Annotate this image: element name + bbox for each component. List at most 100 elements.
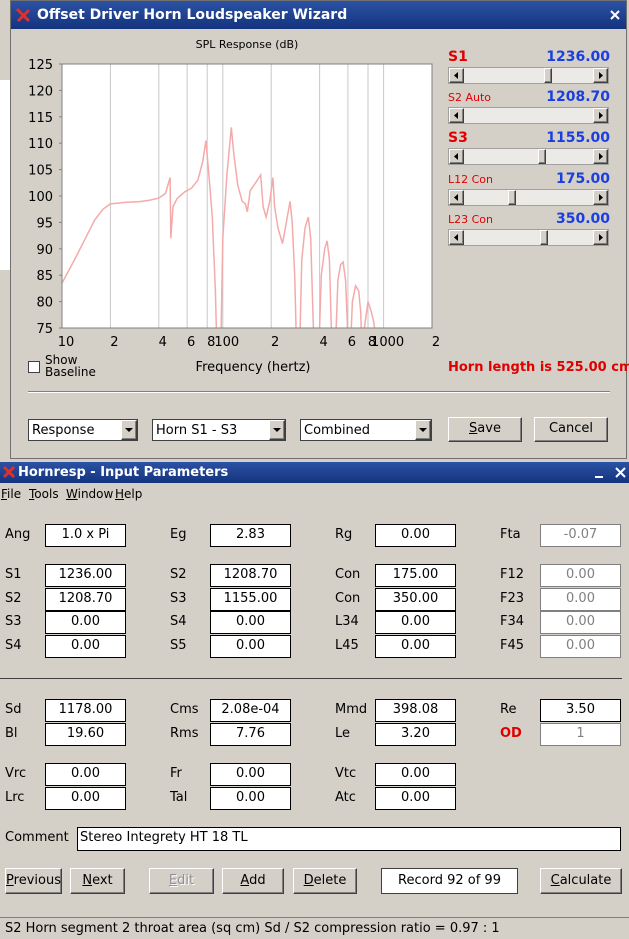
baseline-checkbox[interactable]: [28, 361, 40, 373]
input-field[interactable]: 2.08e-04: [210, 699, 291, 722]
y-tick-label: 80: [36, 296, 53, 311]
slider-thumb[interactable]: [538, 149, 546, 164]
slider-track[interactable]: [448, 107, 609, 124]
slider-label: L12 Con: [448, 173, 494, 186]
scroll-left[interactable]: [449, 230, 464, 245]
scroll-right[interactable]: [593, 68, 608, 83]
scroll-right[interactable]: [593, 149, 608, 164]
field-label: S4: [5, 638, 22, 653]
dropdown-arrow[interactable]: [121, 420, 137, 440]
input-field[interactable]: 0.00: [375, 635, 456, 658]
input-field[interactable]: 2.83: [210, 524, 291, 547]
field-label: Mmd: [335, 702, 368, 717]
scroll-right[interactable]: [593, 108, 608, 123]
close-button[interactable]: [615, 467, 626, 478]
minimize-button[interactable]: [594, 468, 604, 478]
slider-thumb[interactable]: [544, 68, 552, 83]
input-field[interactable]: 0.00: [210, 611, 291, 634]
scroll-left[interactable]: [449, 190, 464, 205]
nav-button[interactable]: Add: [222, 868, 284, 894]
wizard-button[interactable]: Save: [448, 417, 522, 442]
dropdown[interactable]: Horn S1 - S3: [152, 419, 286, 441]
slider-track[interactable]: [448, 67, 609, 84]
slider-label: S2 Auto: [448, 91, 492, 104]
x-tick-label: 2: [110, 335, 118, 350]
input-field: 0.00: [540, 564, 621, 587]
scroll-right[interactable]: [593, 190, 608, 205]
nav-button[interactable]: Previous: [5, 868, 62, 894]
x-tick-label: 10: [58, 335, 75, 350]
input-field[interactable]: 0.00: [375, 524, 456, 547]
nav-button: Edit: [149, 868, 214, 894]
input-field[interactable]: 0.00: [210, 635, 291, 658]
input-field[interactable]: 19.60: [45, 723, 126, 746]
field-label: Atc: [335, 790, 356, 805]
input-field[interactable]: 0.00: [210, 787, 291, 810]
scroll-left[interactable]: [449, 108, 464, 123]
menu-item[interactable]: Window: [66, 487, 114, 501]
menu-item[interactable]: Tools: [29, 487, 59, 501]
input-window: Hornresp - Input Parameters S2 Horn segm…: [0, 462, 629, 939]
arrow: [419, 428, 427, 432]
scroll-right[interactable]: [593, 230, 608, 245]
nav-button[interactable]: Next: [70, 868, 125, 894]
field-label: S3: [170, 591, 187, 606]
x-tick-label: 6: [187, 335, 195, 350]
slider-thumb[interactable]: [508, 190, 516, 205]
field-label: Sd: [5, 702, 22, 717]
input-field[interactable]: 0.00: [45, 787, 126, 810]
input-field[interactable]: 398.08: [375, 699, 456, 722]
dropdown-arrow[interactable]: [415, 420, 431, 440]
dropdown-arrow[interactable]: [269, 420, 285, 440]
field-label: Vrc: [5, 766, 27, 781]
nav-button[interactable]: Delete: [293, 868, 357, 894]
dropdown[interactable]: Combined: [300, 419, 432, 441]
menu-item[interactable]: File: [1, 487, 22, 501]
input-field[interactable]: 0.00: [375, 763, 456, 786]
input-field[interactable]: 3.20: [375, 723, 456, 746]
slider-track[interactable]: [448, 229, 609, 246]
close-button[interactable]: [609, 9, 621, 21]
input-field[interactable]: 1178.00: [45, 699, 126, 722]
input-field[interactable]: 0.00: [375, 611, 456, 634]
status-bar: S2 Horn segment 2 throat area (sq cm) Sd…: [0, 917, 629, 939]
input-field[interactable]: 1208.70: [45, 588, 126, 611]
scroll-left[interactable]: [449, 149, 464, 164]
arrow: [273, 428, 281, 432]
input-field[interactable]: 0.00: [45, 611, 126, 634]
dropdown[interactable]: Response: [28, 419, 138, 441]
input-field[interactable]: 1236.00: [45, 564, 126, 587]
input-field[interactable]: 0.00: [210, 763, 291, 786]
arrow: [454, 153, 458, 160]
field-label: S5: [170, 638, 187, 653]
input-field[interactable]: 3.50: [540, 699, 621, 722]
background-window: [0, 80, 10, 270]
chart: SPL Response (dB)Frequency (hertz)10 2 4 6 8…: [28, 38, 440, 375]
field-label: Con: [335, 567, 361, 582]
input-field[interactable]: 1155.00: [210, 588, 291, 611]
status-text: S2 Horn segment 2 throat area (sq cm) Sd…: [5, 921, 500, 936]
title-bar: Offset Driver Horn Loudspeaker Wizard: [11, 1, 626, 29]
input-field[interactable]: 1208.70: [210, 564, 291, 587]
input-field[interactable]: 7.76: [210, 723, 291, 746]
input-field[interactable]: 175.00: [375, 564, 456, 587]
slider-label: S1: [448, 49, 468, 65]
title-bar: Hornresp - Input Parameters: [0, 462, 629, 483]
comment-field[interactable]: Stereo Integrety HT 18 TL: [77, 827, 621, 851]
slider-track[interactable]: [448, 189, 609, 206]
field-label: Fr: [170, 766, 182, 781]
calculate-button[interactable]: Calculate: [540, 868, 622, 894]
field-label: Bl: [5, 726, 18, 741]
input-field[interactable]: 350.00: [375, 588, 456, 611]
field-label: OD: [500, 726, 522, 741]
slider-thumb[interactable]: [540, 230, 548, 245]
input-field[interactable]: 0.00: [375, 787, 456, 810]
scroll-left[interactable]: [449, 68, 464, 83]
input-field[interactable]: 0.00: [45, 763, 126, 786]
slider-track[interactable]: [448, 148, 609, 165]
input-field[interactable]: 1.0 x Pi: [45, 524, 126, 547]
menu-item[interactable]: Help: [115, 487, 143, 501]
wizard-button[interactable]: Cancel: [534, 417, 608, 442]
input-field[interactable]: 0.00: [45, 635, 126, 658]
window-title: Offset Driver Horn Loudspeaker Wizard: [37, 7, 348, 23]
